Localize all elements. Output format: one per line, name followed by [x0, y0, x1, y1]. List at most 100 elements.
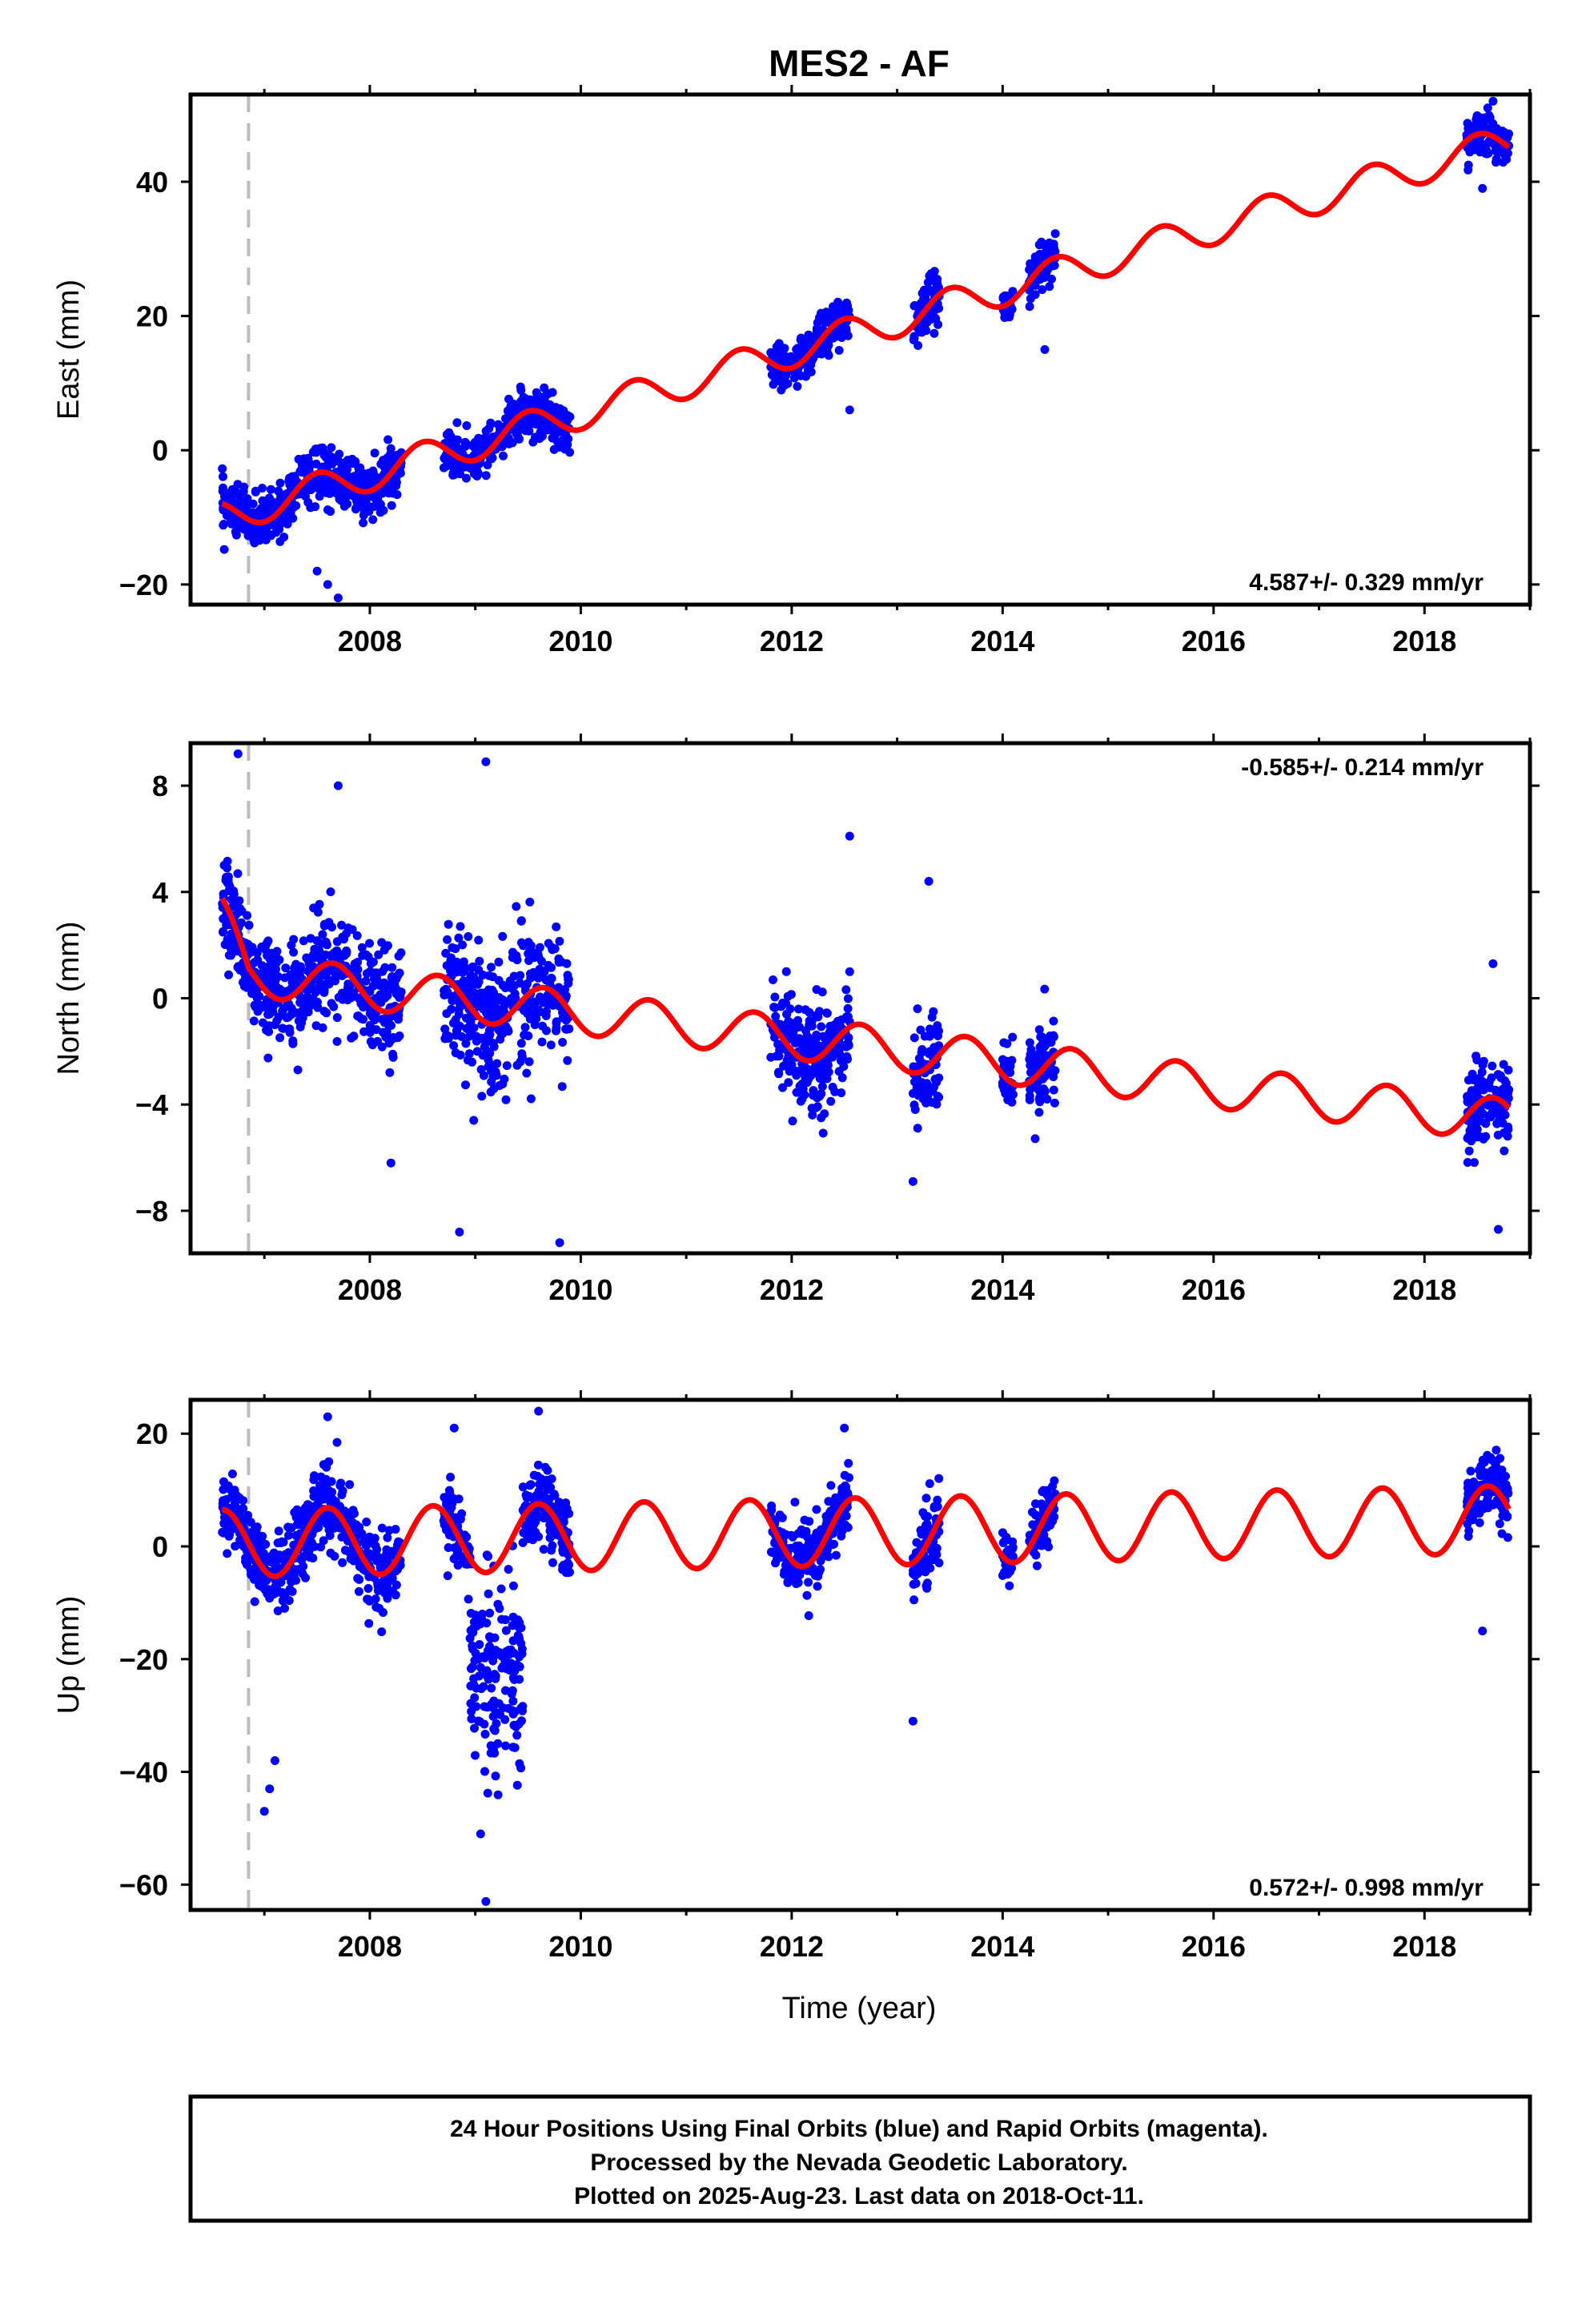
- data-point: [550, 944, 560, 954]
- data-point: [300, 489, 310, 498]
- data-point: [464, 975, 474, 984]
- data-point: [443, 935, 452, 944]
- data-point: [485, 1026, 494, 1035]
- data-point: [232, 1506, 242, 1515]
- data-point: [1046, 1521, 1055, 1530]
- data-point: [508, 1581, 518, 1590]
- data-point: [909, 1033, 919, 1043]
- data-point: [295, 467, 305, 476]
- data-point: [1049, 239, 1058, 249]
- data-point: [1499, 1110, 1508, 1120]
- data-point: [788, 1566, 797, 1576]
- data-point: [446, 431, 456, 440]
- data-point: [446, 1473, 456, 1482]
- data-point: [372, 1556, 382, 1566]
- data-point: [352, 931, 362, 940]
- data-point: [491, 1771, 500, 1781]
- data-point: [465, 1020, 475, 1030]
- data-point: [501, 1626, 511, 1635]
- data-point: [520, 981, 530, 991]
- data-point: [541, 391, 551, 400]
- data-point: [841, 1481, 850, 1490]
- data-point: [309, 1475, 319, 1485]
- data-point: [313, 986, 323, 995]
- data-point: [487, 1683, 496, 1693]
- data-point: [843, 1003, 853, 1013]
- east-rate-label: 4.587+/- 0.329 mm/yr: [1249, 569, 1484, 596]
- data-point: [229, 887, 239, 896]
- data-point: [481, 471, 491, 480]
- data-point: [1038, 285, 1047, 295]
- data-point: [444, 919, 453, 929]
- data-point: [1039, 1530, 1049, 1540]
- caption-box: 24 Hour Positions Using Final Orbits (bl…: [188, 2094, 1532, 2223]
- data-point: [383, 991, 392, 1000]
- data-point: [831, 1493, 841, 1502]
- data-point: [468, 1057, 476, 1067]
- data-point: [311, 1021, 321, 1031]
- data-point: [525, 897, 535, 907]
- data-point: [335, 1481, 345, 1490]
- data-point: [486, 1088, 496, 1097]
- data-point: [1050, 229, 1060, 239]
- x-tick-label: 2010: [548, 1273, 612, 1306]
- data-point: [337, 1532, 347, 1542]
- data-point: [455, 1228, 464, 1236]
- data-point: [373, 493, 383, 503]
- data-point: [299, 936, 308, 946]
- data-point: [315, 899, 324, 909]
- data-point: [552, 1019, 561, 1027]
- data-point: [318, 930, 327, 939]
- data-point: [258, 1579, 267, 1589]
- data-point: [280, 973, 290, 983]
- data-point: [312, 936, 322, 946]
- data-point: [908, 1716, 917, 1726]
- data-point: [451, 944, 460, 954]
- data-point: [485, 1048, 495, 1058]
- data-point: [275, 537, 285, 546]
- data-point: [783, 379, 793, 388]
- data-point: [813, 1582, 822, 1591]
- data-point: [274, 1526, 283, 1536]
- data-point: [517, 1052, 527, 1062]
- data-point: [843, 994, 853, 1003]
- data-point: [518, 1482, 528, 1492]
- data-point: [557, 1082, 567, 1092]
- data-point: [228, 943, 238, 953]
- x-tick-label: 2012: [760, 1273, 824, 1306]
- data-point: [219, 545, 229, 554]
- data-point: [1493, 1130, 1503, 1140]
- data-point: [1008, 1032, 1018, 1042]
- data-point: [480, 1730, 490, 1739]
- data-point: [440, 453, 449, 463]
- model-fit-line: [219, 897, 1512, 1137]
- data-point: [365, 967, 375, 976]
- data-point: [508, 1673, 518, 1683]
- data-point: [845, 405, 854, 415]
- data-point: [1036, 1053, 1046, 1063]
- data-point: [507, 1689, 516, 1699]
- data-point: [934, 320, 943, 329]
- data-point: [933, 275, 942, 284]
- data-point: [814, 1567, 824, 1577]
- data-point: [263, 1010, 273, 1019]
- data-point: [817, 1059, 826, 1069]
- y-tick-label: −4: [135, 1088, 168, 1121]
- data-point: [1475, 1073, 1484, 1083]
- data-point: [488, 1039, 498, 1048]
- data-point: [1025, 1038, 1034, 1047]
- data-point: [278, 1023, 287, 1033]
- data-point: [464, 1594, 473, 1604]
- data-point: [841, 1490, 850, 1500]
- data-point: [278, 1007, 287, 1015]
- data-point: [249, 1016, 259, 1026]
- data-point: [920, 285, 929, 295]
- data-point: [387, 501, 396, 510]
- data-point: [303, 996, 312, 1006]
- data-point: [1464, 165, 1473, 175]
- data-point: [822, 1008, 832, 1018]
- data-point: [297, 460, 307, 469]
- data-point: [817, 1082, 827, 1092]
- data-point: [504, 1565, 513, 1574]
